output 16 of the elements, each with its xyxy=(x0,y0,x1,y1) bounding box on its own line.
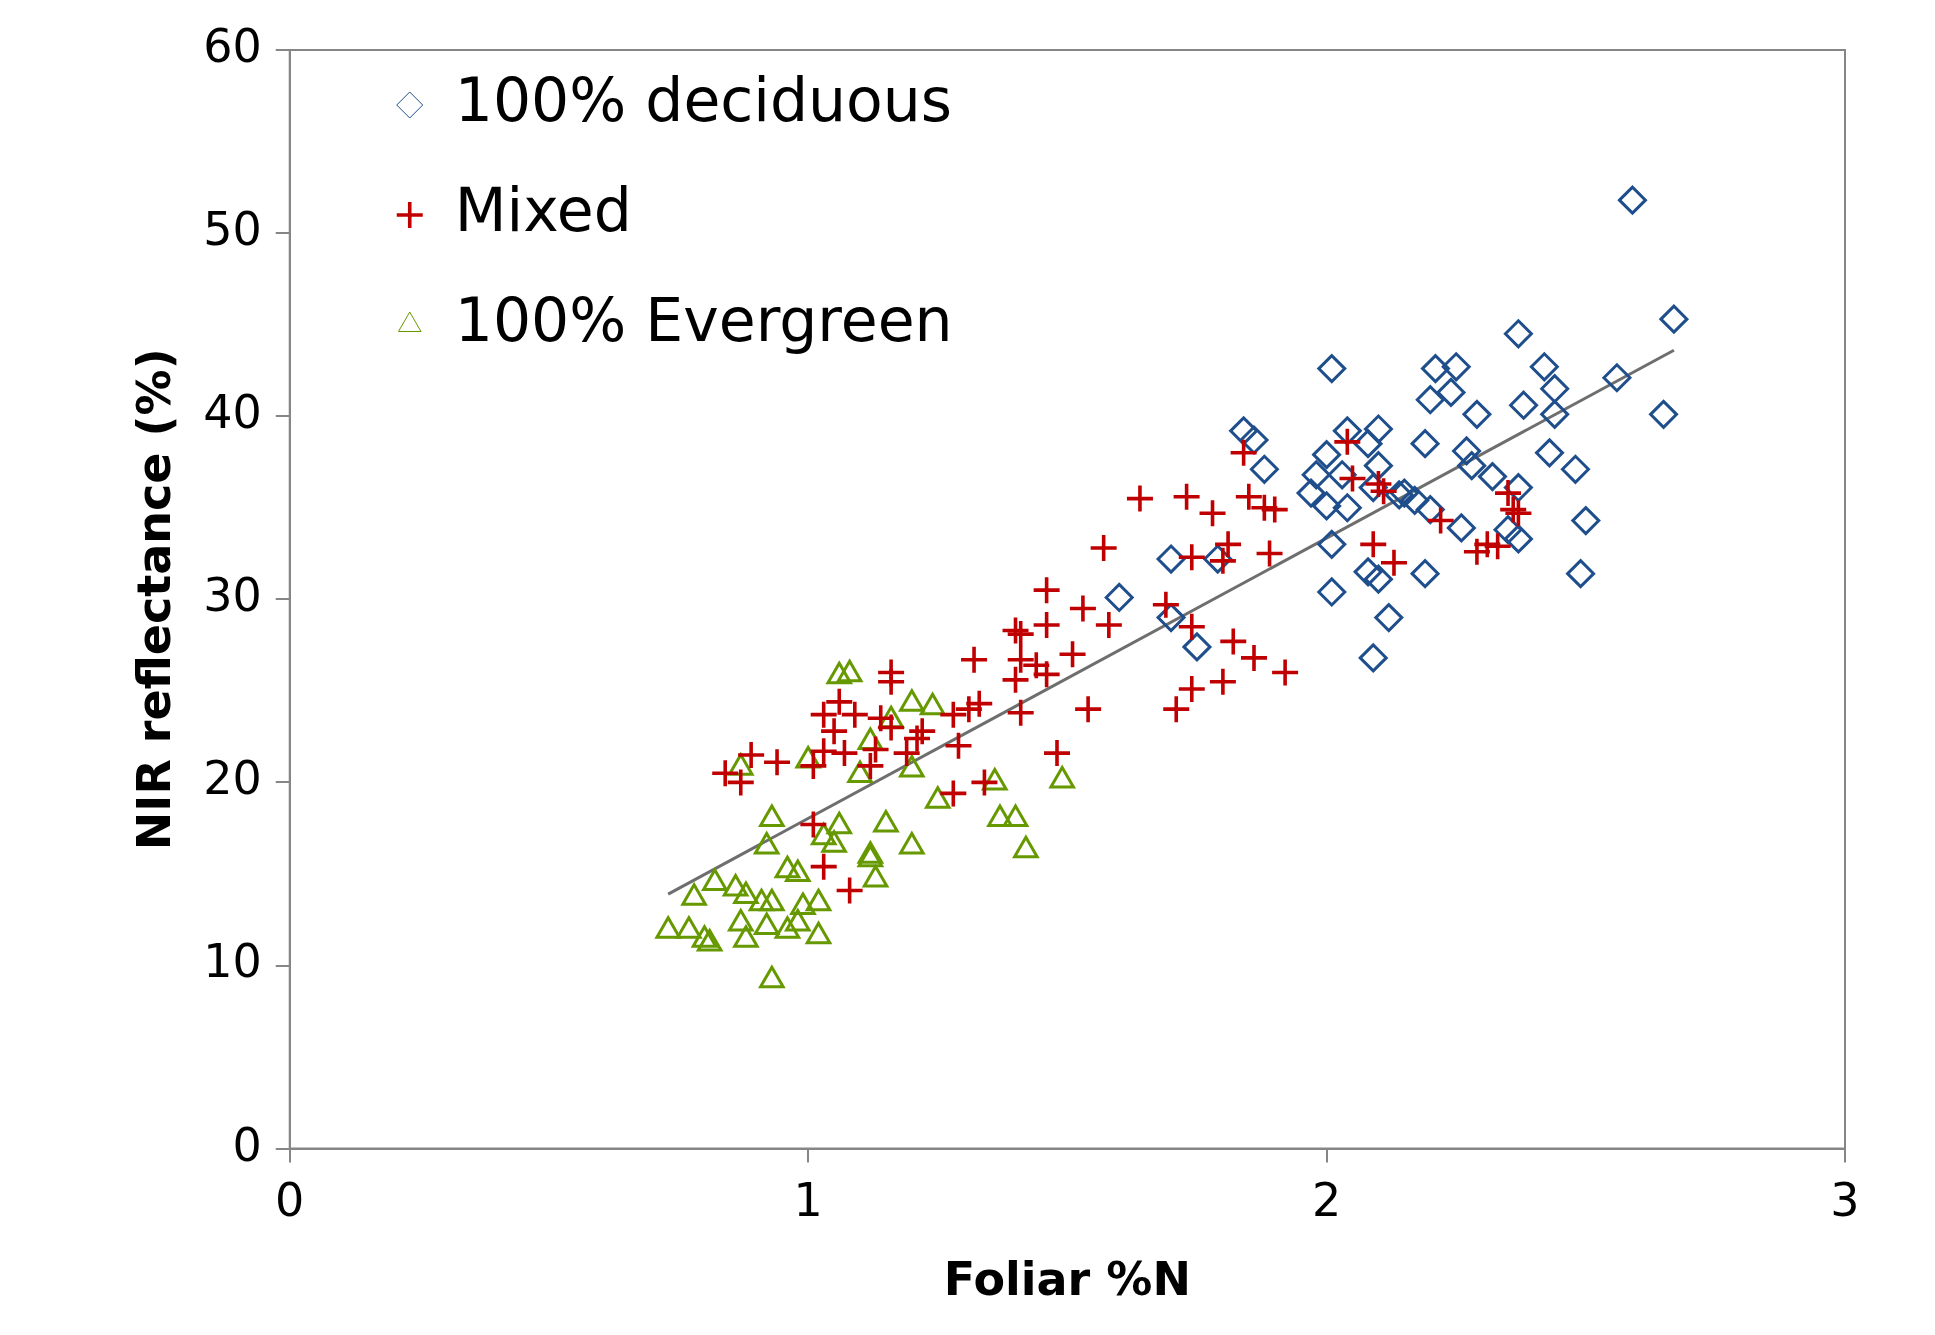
y-tick-label: 40 xyxy=(203,385,262,440)
x-tick-label: 3 xyxy=(1830,1173,1860,1228)
y-tick-label: 10 xyxy=(203,934,262,989)
x-tick-label: 0 xyxy=(275,1173,305,1228)
x-tick-label: 1 xyxy=(793,1173,823,1228)
y-tick-label: 20 xyxy=(203,751,262,806)
y-tick-label: 60 xyxy=(203,18,262,73)
y-tick-label: 30 xyxy=(203,568,262,623)
legend-label: Mixed xyxy=(454,174,632,245)
y-tick-label: 50 xyxy=(203,202,262,257)
legend-label: 100% deciduous xyxy=(454,64,953,135)
x-axis-title: Foliar %N xyxy=(943,1252,1191,1307)
y-axis-title: NIR reflectance (%) xyxy=(126,348,181,851)
y-tick-label: 0 xyxy=(232,1117,262,1172)
legend-label: 100% Evergreen xyxy=(454,284,953,355)
x-tick-label: 2 xyxy=(1311,1173,1342,1228)
